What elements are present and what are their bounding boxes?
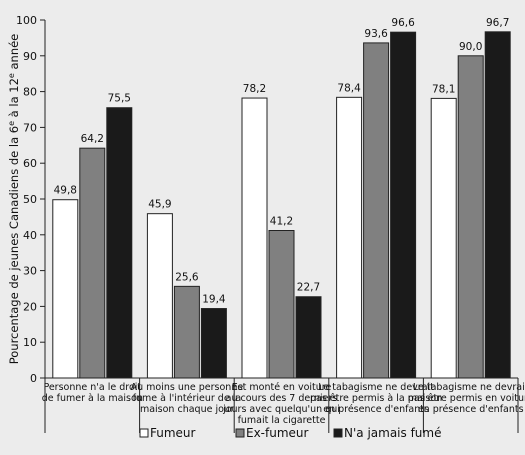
- category-label: pas être permis à la maison: [310, 393, 442, 404]
- bar: [390, 31, 417, 379]
- category-label: fumait la cigarette: [238, 415, 326, 426]
- legend-label: Fumeur: [150, 426, 196, 440]
- category-label: pas être permis en voiture: [408, 393, 525, 404]
- legend-label: N'a jamais fumé: [344, 426, 441, 440]
- y-tick-label: 40: [23, 229, 37, 242]
- data-label: 93,6: [364, 28, 388, 40]
- y-tick-label: 80: [23, 86, 37, 99]
- category-label: Le tabagisme ne devrait: [318, 382, 434, 393]
- data-label: 96,7: [486, 17, 509, 29]
- data-label: 78,2: [243, 83, 266, 95]
- data-label: 75,5: [108, 93, 131, 105]
- y-tick-label: 30: [23, 265, 37, 278]
- y-tick-label: 90: [23, 50, 37, 63]
- bar: [241, 97, 268, 379]
- y-tick-label: 20: [23, 300, 37, 313]
- category-label: Est monté en voiture: [232, 382, 332, 393]
- y-axis-title: Pourcentage de jeunes Canadiens de la 6e…: [7, 34, 22, 365]
- bar: [457, 55, 484, 379]
- bar: [336, 96, 363, 379]
- legend-label: Ex-fumeur: [246, 426, 309, 440]
- bar: [106, 107, 133, 379]
- y-tick-label: 60: [23, 157, 37, 170]
- category-label: Le tabagisme ne devrait: [413, 382, 525, 393]
- y-tick-label: 0: [30, 372, 37, 385]
- y-tick-label: 100: [16, 14, 37, 27]
- legend-swatch: [333, 428, 343, 438]
- category-label: maison chaque jour: [140, 404, 234, 415]
- y-tick-label: 10: [23, 336, 37, 349]
- data-label: 49,8: [54, 185, 77, 197]
- category-label: au cours des 7 derniers: [226, 393, 338, 404]
- data-label: 22,7: [297, 282, 320, 294]
- data-label: 96,6: [391, 17, 415, 29]
- category-label: en présence d'enfants: [418, 404, 524, 415]
- data-label: 41,2: [270, 216, 293, 228]
- category-label: jours avec quelqu'un qui: [222, 404, 340, 415]
- bar: [268, 230, 295, 379]
- data-label: 78,4: [337, 82, 361, 94]
- bar: [173, 285, 200, 379]
- y-tick-label: 50: [23, 193, 37, 206]
- bar: [200, 308, 227, 379]
- bar: [79, 147, 106, 379]
- category-label: en présence d'enfants: [323, 404, 429, 415]
- bar: [484, 31, 511, 379]
- bar: [295, 296, 322, 379]
- data-label: 90,0: [459, 41, 482, 53]
- data-label: 25,6: [175, 271, 199, 283]
- category-label: fume à l'intérieur de la: [133, 393, 242, 404]
- category-label: Personne n'a le droit: [43, 382, 141, 393]
- bar: [52, 199, 79, 379]
- y-tick-label: 70: [23, 121, 37, 134]
- category-label: Au moins une personne: [131, 382, 244, 393]
- category-label: de fumer à la maison: [42, 393, 143, 404]
- bar: [146, 213, 173, 379]
- legend-swatch: [235, 428, 245, 438]
- bar: [430, 97, 457, 379]
- data-label: 19,4: [202, 294, 226, 306]
- data-label: 45,9: [148, 199, 171, 211]
- bar: [363, 42, 390, 379]
- legend-swatch: [139, 428, 149, 438]
- data-label: 78,1: [432, 83, 455, 95]
- data-label: 64,2: [81, 133, 104, 145]
